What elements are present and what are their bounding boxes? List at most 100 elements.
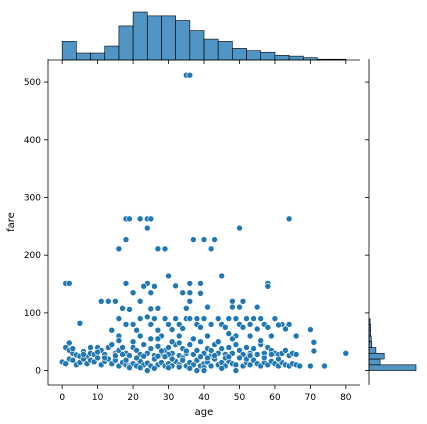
scatter-point: [285, 321, 293, 328]
scatter-point: [186, 364, 194, 372]
scatter-point: [94, 354, 101, 362]
scatter-point: [179, 289, 186, 297]
scatter-point: [197, 353, 204, 361]
x-histogram-bar: [288, 55, 304, 61]
scatter-point: [172, 315, 179, 322]
x-histogram-bar: [132, 11, 148, 61]
main-plot-frame: [48, 59, 360, 385]
scatter-point: [232, 315, 240, 322]
scatter-point: [186, 280, 194, 287]
x-histogram-bar: [246, 50, 262, 61]
y-tick-label: 200: [24, 251, 41, 261]
x-tick-label: 10: [92, 393, 104, 403]
scatter-point: [253, 303, 261, 311]
x-histogram-bar: [146, 15, 162, 61]
scatter-point: [246, 361, 254, 369]
scatter-point: [147, 321, 155, 328]
y-tick-label: 400: [24, 136, 41, 146]
scatter-point: [136, 315, 144, 322]
scatter-point: [285, 215, 293, 223]
scatter-point: [161, 353, 169, 361]
x-histogram-bar: [90, 52, 106, 61]
y-histogram-bar: [368, 358, 381, 366]
scatter-point: [126, 364, 133, 372]
scatter-point: [211, 236, 218, 243]
x-histogram-bar: [260, 51, 276, 61]
scatter-points: [58, 71, 350, 374]
scatter-point: [165, 272, 172, 280]
scatter-point: [80, 351, 87, 358]
x-tick-label: 30: [163, 393, 175, 403]
scatter-point: [190, 335, 197, 343]
scatter-point: [172, 282, 179, 290]
scatter-point: [66, 339, 73, 347]
scatter-point: [154, 326, 162, 334]
scatter-point: [214, 315, 222, 322]
scatter-point: [115, 315, 123, 322]
scatter-point: [144, 313, 151, 321]
scatter-point: [186, 341, 194, 348]
scatter-point: [119, 351, 126, 358]
scatter-point: [66, 280, 73, 287]
scatter-point: [165, 321, 172, 328]
scatter-point: [122, 280, 130, 287]
scatter-point: [151, 364, 158, 372]
scatter-point: [115, 245, 123, 253]
scatter-point: [186, 71, 194, 79]
scatter-point: [154, 245, 162, 253]
scatter-point: [197, 280, 204, 287]
scatter-point: [165, 344, 172, 351]
scatter-point: [133, 354, 140, 362]
scatter-point: [207, 321, 215, 328]
scatter-point: [257, 337, 265, 344]
scatter-point: [122, 236, 130, 243]
scatter-point: [232, 341, 240, 348]
scatter-point: [307, 362, 314, 370]
scatter-point: [126, 215, 133, 223]
y-histogram-bar: [368, 364, 417, 371]
scatter-point: [147, 305, 155, 313]
scatter-point: [165, 364, 172, 372]
scatter-point: [122, 356, 130, 364]
scatter-point: [179, 325, 186, 332]
scatter-point: [207, 347, 215, 354]
scatter-point: [154, 342, 162, 350]
scatter-point: [147, 345, 155, 352]
scatter-point: [69, 356, 77, 364]
scatter-point: [342, 349, 350, 357]
scatter-point: [239, 297, 247, 305]
scatter-point: [161, 245, 169, 253]
scatter-point: [183, 347, 190, 355]
scatter-point: [186, 315, 194, 322]
scatter-point: [147, 335, 155, 343]
scatter-point: [246, 321, 254, 328]
scatter-point: [62, 360, 69, 368]
x-tick-label: 40: [198, 393, 210, 403]
x-histogram-bar: [217, 41, 233, 61]
y-tick-label: 100: [24, 309, 41, 319]
scatter-point: [154, 304, 162, 312]
x-tick-label: 60: [269, 393, 281, 403]
x-histogram-bar: [61, 41, 77, 61]
scatter-point: [119, 344, 126, 351]
scatter-point: [101, 354, 108, 362]
scatter-point: [193, 347, 201, 354]
scatter-point: [253, 351, 261, 358]
scatter-point: [168, 326, 176, 333]
x-histogram-bar: [76, 52, 91, 61]
scatter-point: [151, 282, 158, 290]
scatter-point: [264, 323, 272, 331]
x-histogram-bar: [203, 38, 219, 61]
scatter-point: [175, 363, 183, 371]
scatter-point: [140, 282, 147, 290]
scatter-point: [154, 352, 162, 360]
scatter-point: [136, 332, 144, 340]
scatter-point: [229, 303, 236, 311]
scatter-point: [307, 326, 314, 333]
scatter-point: [87, 344, 94, 351]
scatter-point: [197, 289, 204, 297]
scatter-point: [151, 315, 158, 322]
scatter-point: [69, 345, 77, 352]
scatter-point: [183, 304, 190, 312]
